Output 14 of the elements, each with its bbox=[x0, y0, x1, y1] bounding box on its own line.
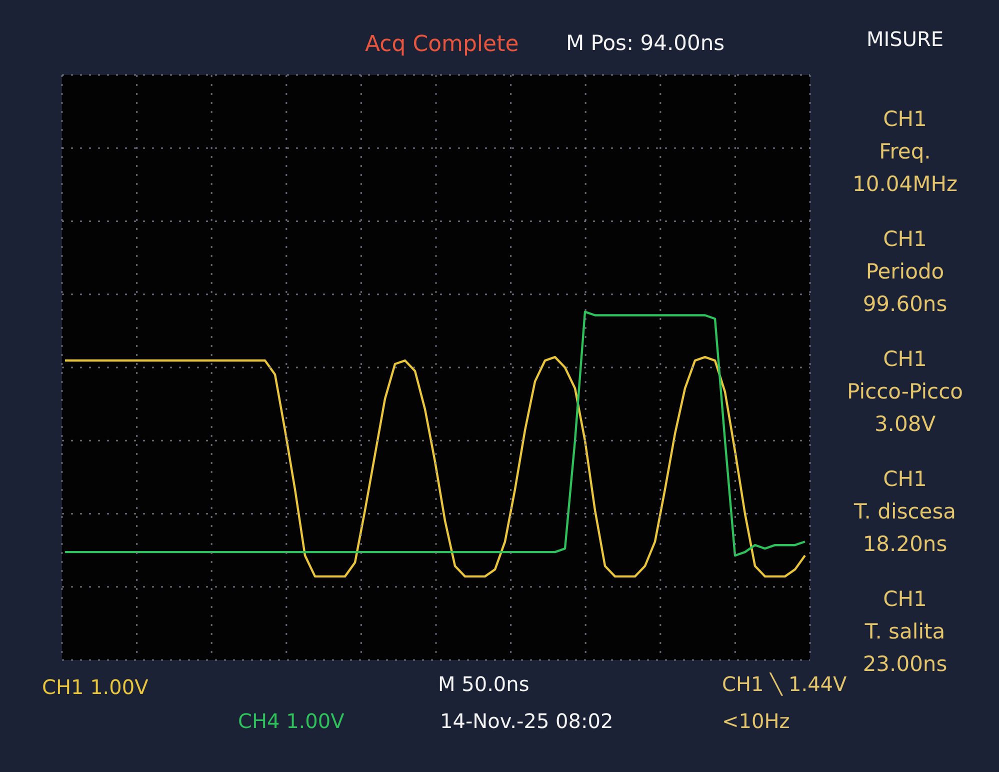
text: MISURE bbox=[866, 27, 944, 51]
text: <10Hz bbox=[722, 709, 790, 733]
text: CH1 Periodo 99.60ns bbox=[862, 227, 948, 316]
text: 14-Nov.-25 08:02 bbox=[440, 709, 614, 733]
chart-subtitle: M Pos: 94.00ns bbox=[566, 31, 725, 55]
x-axis-title: M 50.0ns bbox=[438, 672, 530, 696]
text: CH4 1.00V bbox=[238, 709, 345, 733]
text: CH1 Freq. 10.04MHz bbox=[852, 107, 958, 196]
text: CH1 Picco-Picco 3.08V bbox=[847, 347, 963, 436]
text: CH1 ╲ 1.44V bbox=[722, 672, 848, 696]
text: CH1 T. discesa 18.20ns bbox=[852, 467, 956, 556]
text: CH1 T. salita 23.00ns bbox=[862, 587, 948, 676]
text: CH1 1.00V bbox=[42, 675, 149, 699]
chart-title: Acq Complete bbox=[365, 32, 519, 57]
